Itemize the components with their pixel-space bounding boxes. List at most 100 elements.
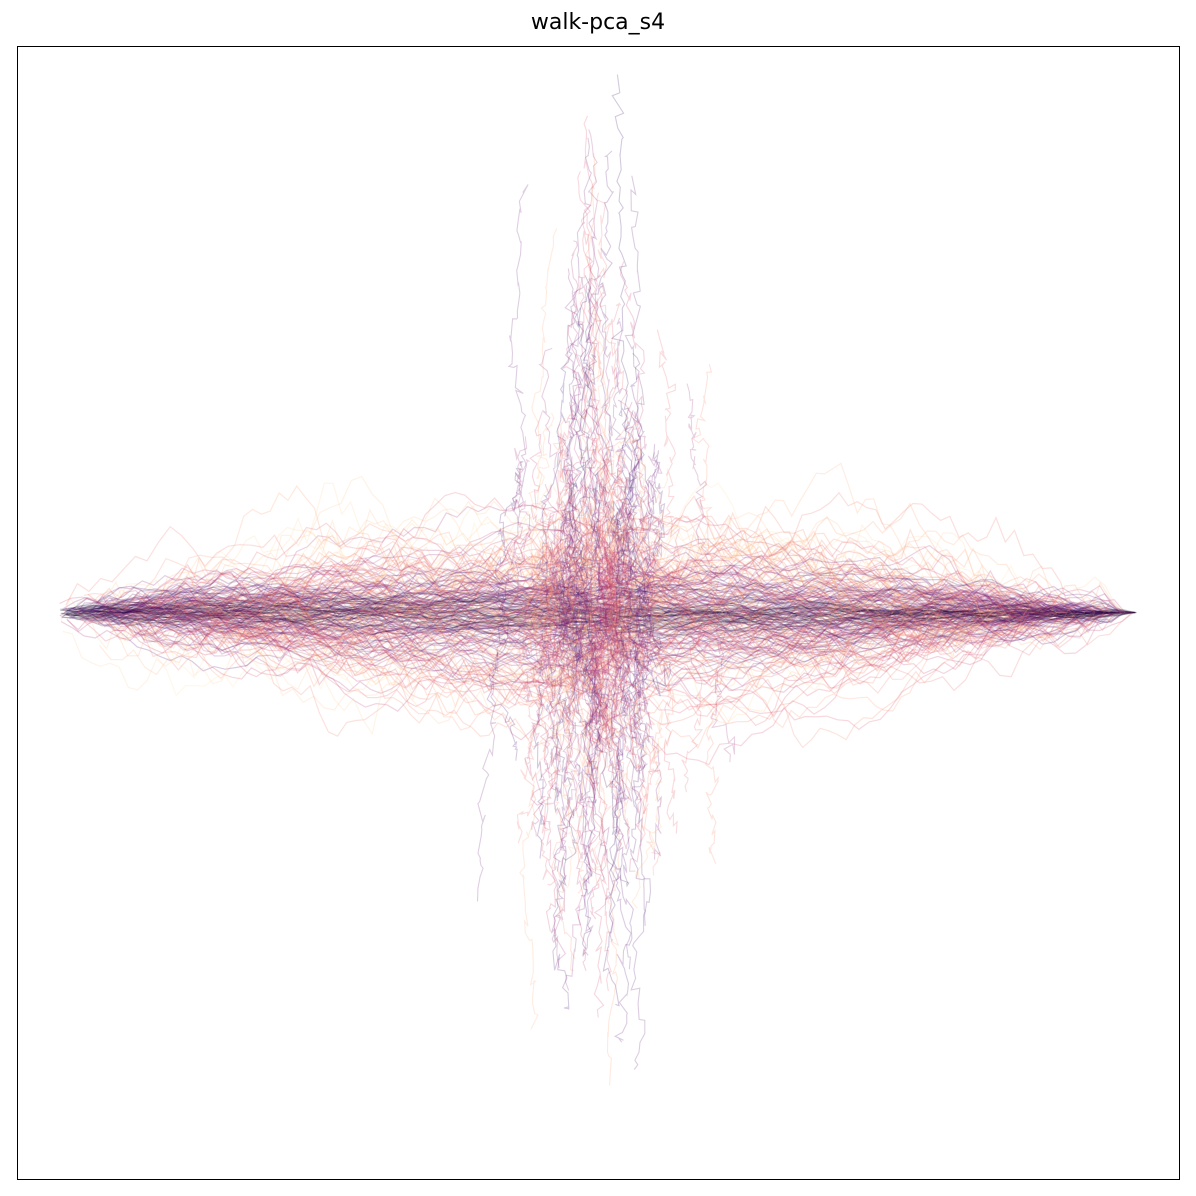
trajectory-line [62, 601, 1108, 662]
trajectory-line [656, 329, 704, 793]
trajectory-line [544, 484, 602, 920]
trajectory-line [598, 454, 624, 796]
trajectory-line [207, 601, 1038, 741]
trajectory-line [98, 611, 1114, 662]
trajectory-line [569, 571, 605, 707]
trajectory-line [280, 547, 914, 662]
trajectory-line [524, 542, 564, 647]
trajectory-line [167, 600, 1051, 679]
trajectory-line [110, 569, 1103, 630]
trajectory-line [62, 598, 905, 691]
trajectory-line [546, 561, 578, 662]
trajectory-line [96, 581, 1121, 645]
trajectory-line [516, 424, 567, 844]
trajectory-line [143, 582, 1126, 627]
trajectory-line [570, 285, 632, 970]
trajectory-line [560, 498, 598, 739]
trajectory-line [98, 605, 1136, 632]
trajectory-line [81, 604, 1121, 624]
trajectory-line [97, 574, 985, 702]
trajectory-line [486, 460, 524, 761]
trajectory-line [279, 540, 964, 669]
trajectory-line [79, 597, 1014, 687]
trajectory-line [245, 602, 1030, 749]
trajectory-line [61, 603, 1129, 625]
trajectory-line [560, 443, 605, 819]
trajectory-line [79, 566, 1043, 629]
trajectory-line [565, 217, 602, 991]
trajectory-line [144, 591, 1072, 714]
trajectory-line [584, 464, 622, 697]
trajectory-line [62, 594, 1083, 635]
trajectory-line [256, 515, 1115, 641]
trajectory-line [91, 583, 1083, 650]
trajectory-line [92, 596, 1128, 621]
trajectory-line [99, 579, 1092, 613]
trajectory-line [201, 577, 1076, 684]
trajectory-line [224, 560, 973, 640]
trajectory-line [73, 605, 1132, 628]
trajectory-line [569, 275, 630, 888]
trajectory-line [276, 547, 931, 670]
trajectory-line [172, 558, 1037, 616]
trajectory-line [191, 595, 1122, 687]
trajectory-line [580, 437, 633, 725]
trajectory-line [150, 523, 992, 647]
trajectory-line [578, 115, 598, 791]
trajectory-line [595, 192, 646, 842]
trajectory-line [552, 537, 584, 666]
trajectory-line [691, 364, 723, 864]
trajectory-line [214, 523, 1126, 636]
trajectory-line [516, 540, 564, 676]
trajectory-line [175, 505, 1019, 641]
trajectory-line [583, 477, 642, 673]
trajectory-line [561, 490, 602, 720]
trajectory-line [116, 551, 1049, 624]
trajectory-line [510, 459, 555, 837]
trajectory-line [99, 578, 1078, 634]
trajectory-line [61, 602, 1112, 658]
trajectory-line [570, 354, 608, 787]
trajectory-line [60, 605, 1137, 633]
trajectory-line [607, 476, 637, 731]
trajectory-line [117, 589, 1096, 682]
trajectory-line [62, 599, 1081, 684]
trajectory-line [578, 541, 632, 675]
trajectory-line [128, 584, 1103, 642]
trajectory-line [273, 589, 964, 710]
trajectory-line [66, 598, 1136, 622]
chart-title: walk-pca_s4 [530, 10, 666, 35]
trajectory-line [626, 431, 651, 772]
trajectory-line [107, 588, 1121, 643]
trajectory-line [115, 517, 1044, 646]
trajectory-line [116, 554, 1066, 666]
trajectory-line [587, 467, 630, 884]
trajectory-line [81, 599, 1112, 624]
trajectory-line [540, 506, 590, 886]
trajectory-line [93, 601, 1021, 693]
trajectory-line [77, 589, 1122, 672]
trajectory-line [634, 513, 676, 876]
trajectory-line [169, 598, 1105, 678]
trajectory-line [77, 590, 1109, 641]
trajectory-line [70, 608, 1125, 627]
trajectory-line [242, 508, 1006, 638]
trajectory-line [69, 604, 1090, 649]
trajectory-line [589, 461, 625, 803]
trajectory-line [105, 602, 1107, 676]
trajectory-line [60, 607, 1095, 663]
trajectory-line [123, 593, 981, 678]
trajectory-line [79, 606, 1088, 644]
trajectory-line [76, 587, 1052, 742]
trajectory-line [326, 519, 1024, 645]
trajectory-line [601, 401, 653, 850]
trajectory-line [78, 587, 1122, 675]
trajectory-line [544, 512, 578, 718]
trajectory-line [149, 561, 1080, 631]
trajectory-line [611, 317, 663, 860]
trajectory-line [185, 553, 1084, 668]
trajectory-line [283, 502, 1113, 707]
trajectory-line [141, 537, 1043, 613]
trajectory-line [590, 542, 622, 688]
trajectory-line [476, 184, 529, 902]
